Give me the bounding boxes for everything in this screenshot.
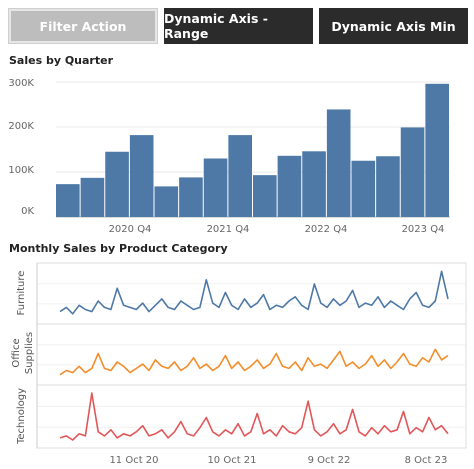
panel-label-furniture: Furniture — [16, 271, 27, 316]
bar-2020-q1[interactable] — [56, 184, 80, 217]
x-tick-2020-q4: 2020 Q4 — [109, 224, 152, 235]
dynamic-axis-min-button[interactable]: Dynamic Axis Min — [319, 8, 468, 44]
panel-frame — [36, 323, 467, 386]
bar-2021-q3[interactable] — [203, 158, 228, 218]
bar-2023-q2[interactable] — [376, 156, 400, 217]
bar-2020-q3[interactable] — [105, 151, 129, 217]
series-line-office-supplies[interactable] — [59, 348, 449, 376]
x-tick-2022-q4: 2022 Q4 — [305, 224, 348, 235]
x-tick-9-oct-22: 9 Oct 22 — [308, 455, 351, 466]
panel-label-office: Office — [11, 338, 22, 367]
y-tick-200k: 200K — [8, 121, 34, 132]
bar-2020-q2[interactable] — [80, 177, 105, 217]
bar-2023-q4[interactable] — [425, 83, 449, 217]
bar-2022-q1[interactable] — [253, 175, 277, 217]
bar-2020-q4[interactable] — [129, 135, 154, 217]
bar-2022-q3[interactable] — [302, 151, 326, 217]
sales-by-quarter-title: Sales by Quarter — [9, 54, 114, 67]
x-tick-11-oct-20: 11 Oct 20 — [109, 455, 158, 466]
bar-2022-q4[interactable] — [326, 109, 351, 217]
bar-2021-q4[interactable] — [228, 135, 252, 217]
panel-label-supplies: Supplies — [24, 332, 35, 374]
dynamic-axis-range-button[interactable]: Dynamic Axis - Range — [164, 8, 313, 44]
x-tick-2021-q4: 2021 Q4 — [207, 224, 250, 235]
x-tick-8-oct-23: 8 Oct 23 — [405, 455, 448, 466]
monthly-sales-title: Monthly Sales by Product Category — [9, 242, 228, 255]
series-line-technology[interactable] — [59, 392, 449, 441]
y-tick-100k: 100K — [8, 165, 34, 176]
series-line-furniture[interactable] — [59, 270, 449, 315]
bar-2023-q3[interactable] — [400, 127, 425, 217]
x-tick-10-oct-21: 10 Oct 21 — [207, 455, 256, 466]
y-tick-0k: 0K — [21, 206, 34, 217]
bar-2022-q2[interactable] — [277, 155, 302, 217]
panel-label-technology: Technology — [16, 388, 27, 445]
filter-action-button[interactable]: Filter Action — [8, 8, 158, 44]
x-tick-2023-q4: 2023 Q4 — [402, 224, 445, 235]
bar-2021-q2[interactable] — [179, 177, 203, 217]
bar-2023-q1[interactable] — [351, 160, 376, 217]
sales-by-quarter-chart: 300K 200K 100K 0K 2020 Q4 2021 Q4 2022 Q… — [8, 78, 450, 235]
y-tick-300k: 300K — [8, 78, 34, 89]
panel-frame — [36, 384, 467, 449]
panel-frame — [36, 262, 467, 325]
bar-2021-q1[interactable] — [154, 186, 179, 217]
